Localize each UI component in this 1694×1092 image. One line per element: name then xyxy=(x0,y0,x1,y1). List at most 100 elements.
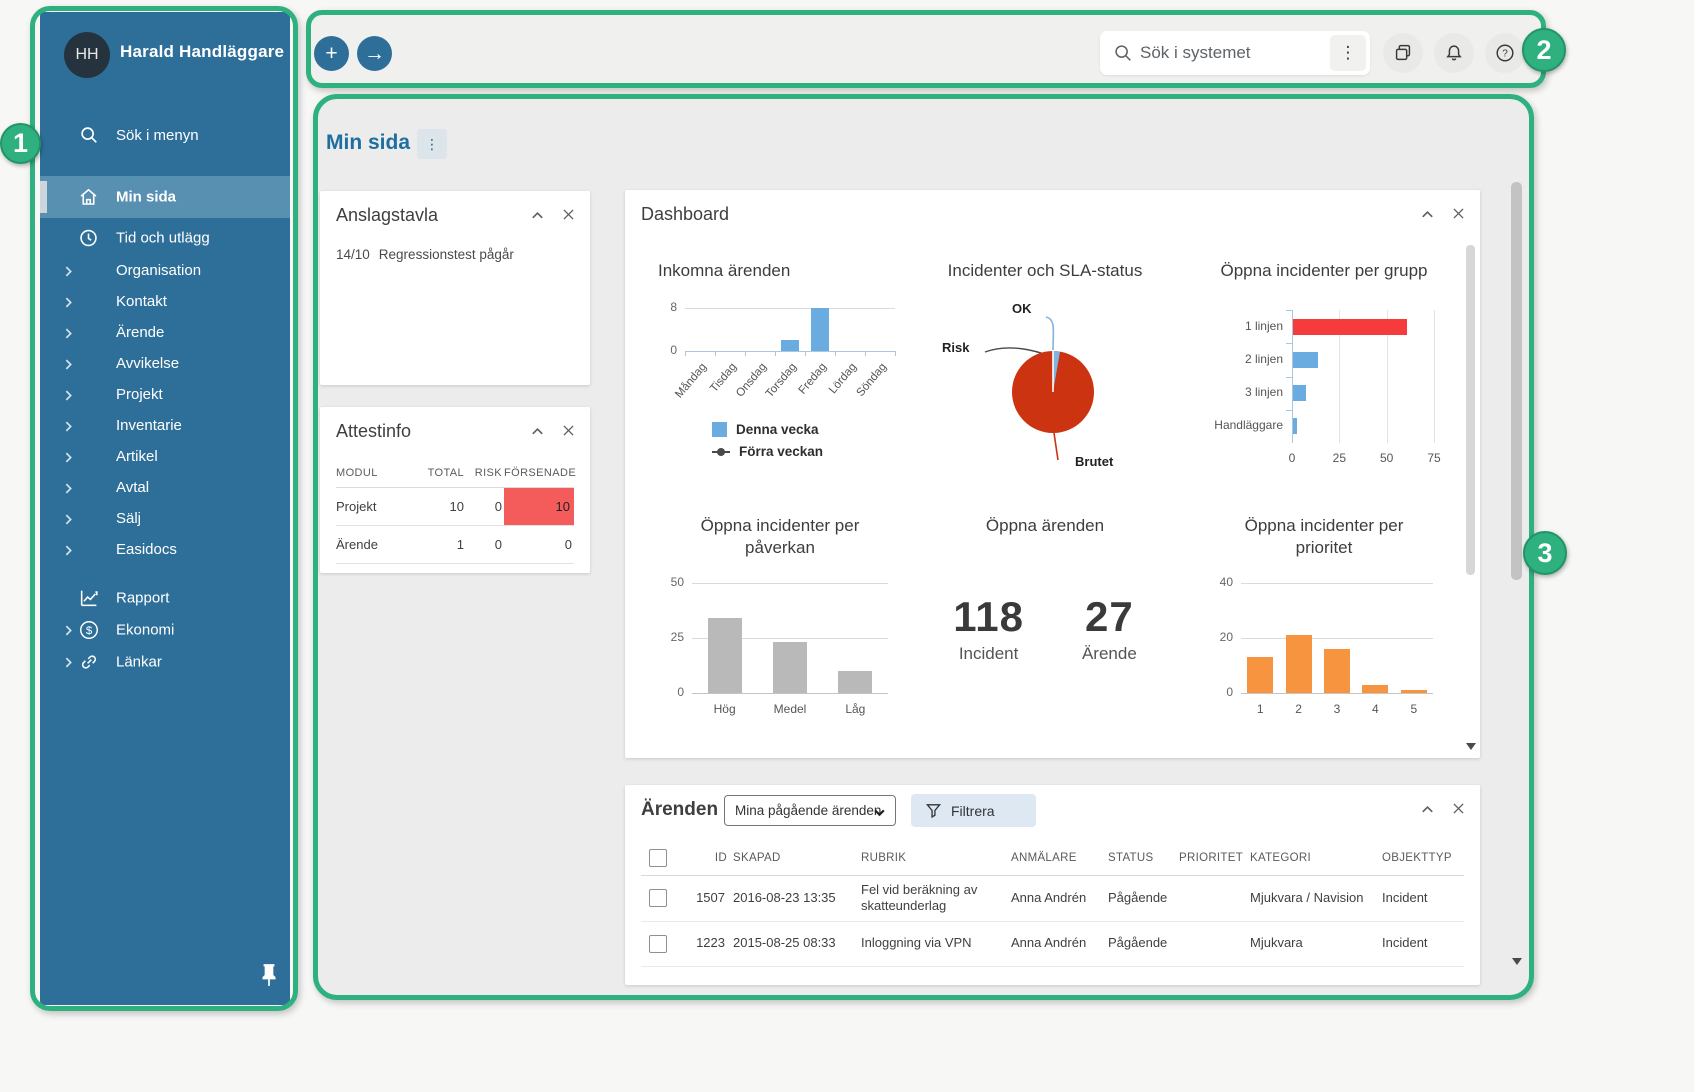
checkbox[interactable] xyxy=(649,889,667,908)
close-widget-button[interactable] xyxy=(1451,206,1466,223)
chart-incidenter-per-paverkan: Öppna incidenter per påverkan 0 25 50 Hög Me… xyxy=(650,505,910,740)
gridline xyxy=(1241,583,1433,584)
y-axis-label: 0 xyxy=(1226,685,1233,699)
table-header-row: ID SKAPAD RUBRIK ANMÄLARE STATUS PRIORITET KAT… xyxy=(641,840,1464,876)
column-header: SKAPAD xyxy=(733,851,781,864)
column-header: RISK xyxy=(474,467,502,479)
close-widget-button[interactable] xyxy=(1451,801,1466,818)
sidebar-item-min-sida[interactable]: Min sida xyxy=(40,176,290,218)
chart-incidenter-per-grupp: Öppna incidenter per grupp 0 25 50 75 1 linj… xyxy=(1193,250,1455,500)
chart-title: Inkomna ärenden xyxy=(658,261,791,280)
sidebar-item-sälj[interactable]: Sälj xyxy=(40,504,290,535)
attest-cell: 1 xyxy=(456,537,464,552)
svg-text:$: $ xyxy=(86,625,93,637)
sidebar-item-lankar[interactable]: Länkar xyxy=(40,646,290,678)
widget-title: Attestinfo xyxy=(336,421,412,441)
dashboard-widget: Dashboard Inkomna ärenden 0 8 Måndag Tisdag… xyxy=(625,190,1480,758)
chevron-right-icon xyxy=(65,452,72,463)
dashboard-scrollbar-thumb[interactable] xyxy=(1466,245,1475,575)
sidebar-item-easidocs[interactable]: Easidocs xyxy=(40,535,290,566)
page-scroll-down-arrow[interactable] xyxy=(1512,958,1522,965)
close-widget-button[interactable] xyxy=(561,207,576,224)
chevron-right-icon xyxy=(65,545,72,556)
axis-tick xyxy=(1286,409,1292,411)
help-button[interactable]: ? xyxy=(1485,33,1525,73)
attest-cell: 0 xyxy=(494,499,502,514)
notifications-button[interactable] xyxy=(1434,33,1474,73)
bar-1 linjen xyxy=(1293,318,1407,335)
gridline xyxy=(1241,638,1433,639)
chevron-right-icon xyxy=(65,421,72,432)
pin-icon[interactable] xyxy=(256,962,282,988)
chevron-right-icon xyxy=(65,514,72,525)
y-axis-line xyxy=(1292,310,1293,443)
sidebar-item-rapport[interactable]: Rapport xyxy=(40,582,290,614)
collapse-widget-button[interactable] xyxy=(529,423,546,440)
axis-tick xyxy=(895,351,896,356)
windows-button[interactable] xyxy=(1383,33,1423,73)
sidebar-item-label: Easidocs xyxy=(116,541,177,558)
sidebar-item-inventarie[interactable]: Inventarie xyxy=(40,411,290,442)
filtrera-button[interactable]: Filtrera xyxy=(911,794,1036,827)
bar-5 xyxy=(1400,690,1427,693)
widget-title: Dashboard xyxy=(641,204,730,224)
add-button[interactable]: + xyxy=(314,36,349,71)
x-axis-label: 5 xyxy=(1410,702,1418,716)
sidebar-item-avtal[interactable]: Avtal xyxy=(40,473,290,504)
table-row[interactable]: 1223 2015-08-25 08:33 Inloggning via VPN An… xyxy=(641,922,1464,967)
y-axis-label: 0 xyxy=(670,343,677,357)
selected-indicator xyxy=(40,181,47,213)
sidebar-item-ärende[interactable]: Ärende xyxy=(40,318,290,349)
attestinfo-widget: Attestinfo MODUL TOTAL RISK FÖRSENADE Projek… xyxy=(320,407,590,573)
sidebar-item-ekonomi[interactable]: $ Ekonomi xyxy=(40,614,290,646)
column-header: TOTAL xyxy=(427,467,464,479)
collapse-widget-button[interactable] xyxy=(1419,206,1436,223)
y-axis-label: 40 xyxy=(1219,575,1233,589)
select-all-cell xyxy=(641,848,681,867)
search-icon xyxy=(1115,45,1131,61)
bar-4 xyxy=(1362,684,1389,693)
sidebar-expandable-group: Organisation Kontakt Ärende Avvikelse Projek… xyxy=(40,256,290,566)
sidebar-item-label: Organisation xyxy=(116,262,202,279)
chevron-right-icon xyxy=(65,297,72,308)
collapse-widget-button[interactable] xyxy=(1419,801,1436,818)
chart-legend: Denna vecka Förra veckan xyxy=(712,422,823,466)
search-options-kebab[interactable]: ⋮ xyxy=(1330,35,1366,71)
checkbox[interactable] xyxy=(649,848,667,867)
sidebar-menu-search[interactable]: Sök i menyn xyxy=(40,120,290,154)
sidebar-item-tid-och-utlagg[interactable]: Tid och utlägg xyxy=(40,218,290,258)
close-widget-button[interactable] xyxy=(561,423,576,440)
search-input[interactable] xyxy=(1140,31,1320,75)
collapse-widget-button[interactable] xyxy=(529,207,546,224)
chart-sla-status: Incidenter och SLA-status OK Risk Brutet xyxy=(915,250,1175,500)
table-cell: 2015-08-25 08:33 xyxy=(733,935,836,951)
sidebar-item-kontakt[interactable]: Kontakt xyxy=(40,287,290,318)
sidebar-item-organisation[interactable]: Organisation xyxy=(40,256,290,287)
sidebar-item-label: Tid och utlägg xyxy=(116,229,210,247)
forward-button[interactable]: → xyxy=(357,36,392,71)
user-row: HH Harald Handläggare xyxy=(40,30,290,86)
arenden-filter-select[interactable]: Mina pågående ärenden xyxy=(724,795,896,826)
avatar[interactable]: HH xyxy=(64,32,110,78)
bar-3 linjen xyxy=(1293,385,1307,402)
dashboard-scroll-down-arrow[interactable] xyxy=(1466,743,1476,750)
legend-label: Förra veckan xyxy=(739,444,824,459)
y-axis-label: 25 xyxy=(670,630,684,644)
chart-incidenter-per-prioritet: Öppna incidenter per prioritet 0 20 40 1 2 3 4… xyxy=(1193,505,1455,740)
checkbox[interactable] xyxy=(649,934,667,953)
table-row[interactable]: 1507 2016-08-23 13:35 Fel vid beräkning av… xyxy=(641,876,1464,922)
stat-block: 27 Ärende xyxy=(1082,593,1137,664)
attest-cell: 0 xyxy=(494,537,502,552)
sidebar-item-label: Ekonomi xyxy=(116,621,175,639)
sidebar-item-label: Rapport xyxy=(116,589,170,607)
sidebar-item-label: Sälj xyxy=(116,510,142,527)
sidebar-item-projekt[interactable]: Projekt xyxy=(40,380,290,411)
sidebar-item-label: Projekt xyxy=(116,386,163,403)
chevron-right-icon xyxy=(65,625,72,635)
sidebar-item-artikel[interactable]: Artikel xyxy=(40,442,290,473)
bar-Handläggare xyxy=(1293,418,1297,435)
page-scrollbar-thumb[interactable] xyxy=(1511,182,1522,580)
page-options-kebab[interactable]: ⋮ xyxy=(417,129,447,159)
sidebar-item-avvikelse[interactable]: Avvikelse xyxy=(40,349,290,380)
copy-windows-icon xyxy=(1395,44,1411,61)
